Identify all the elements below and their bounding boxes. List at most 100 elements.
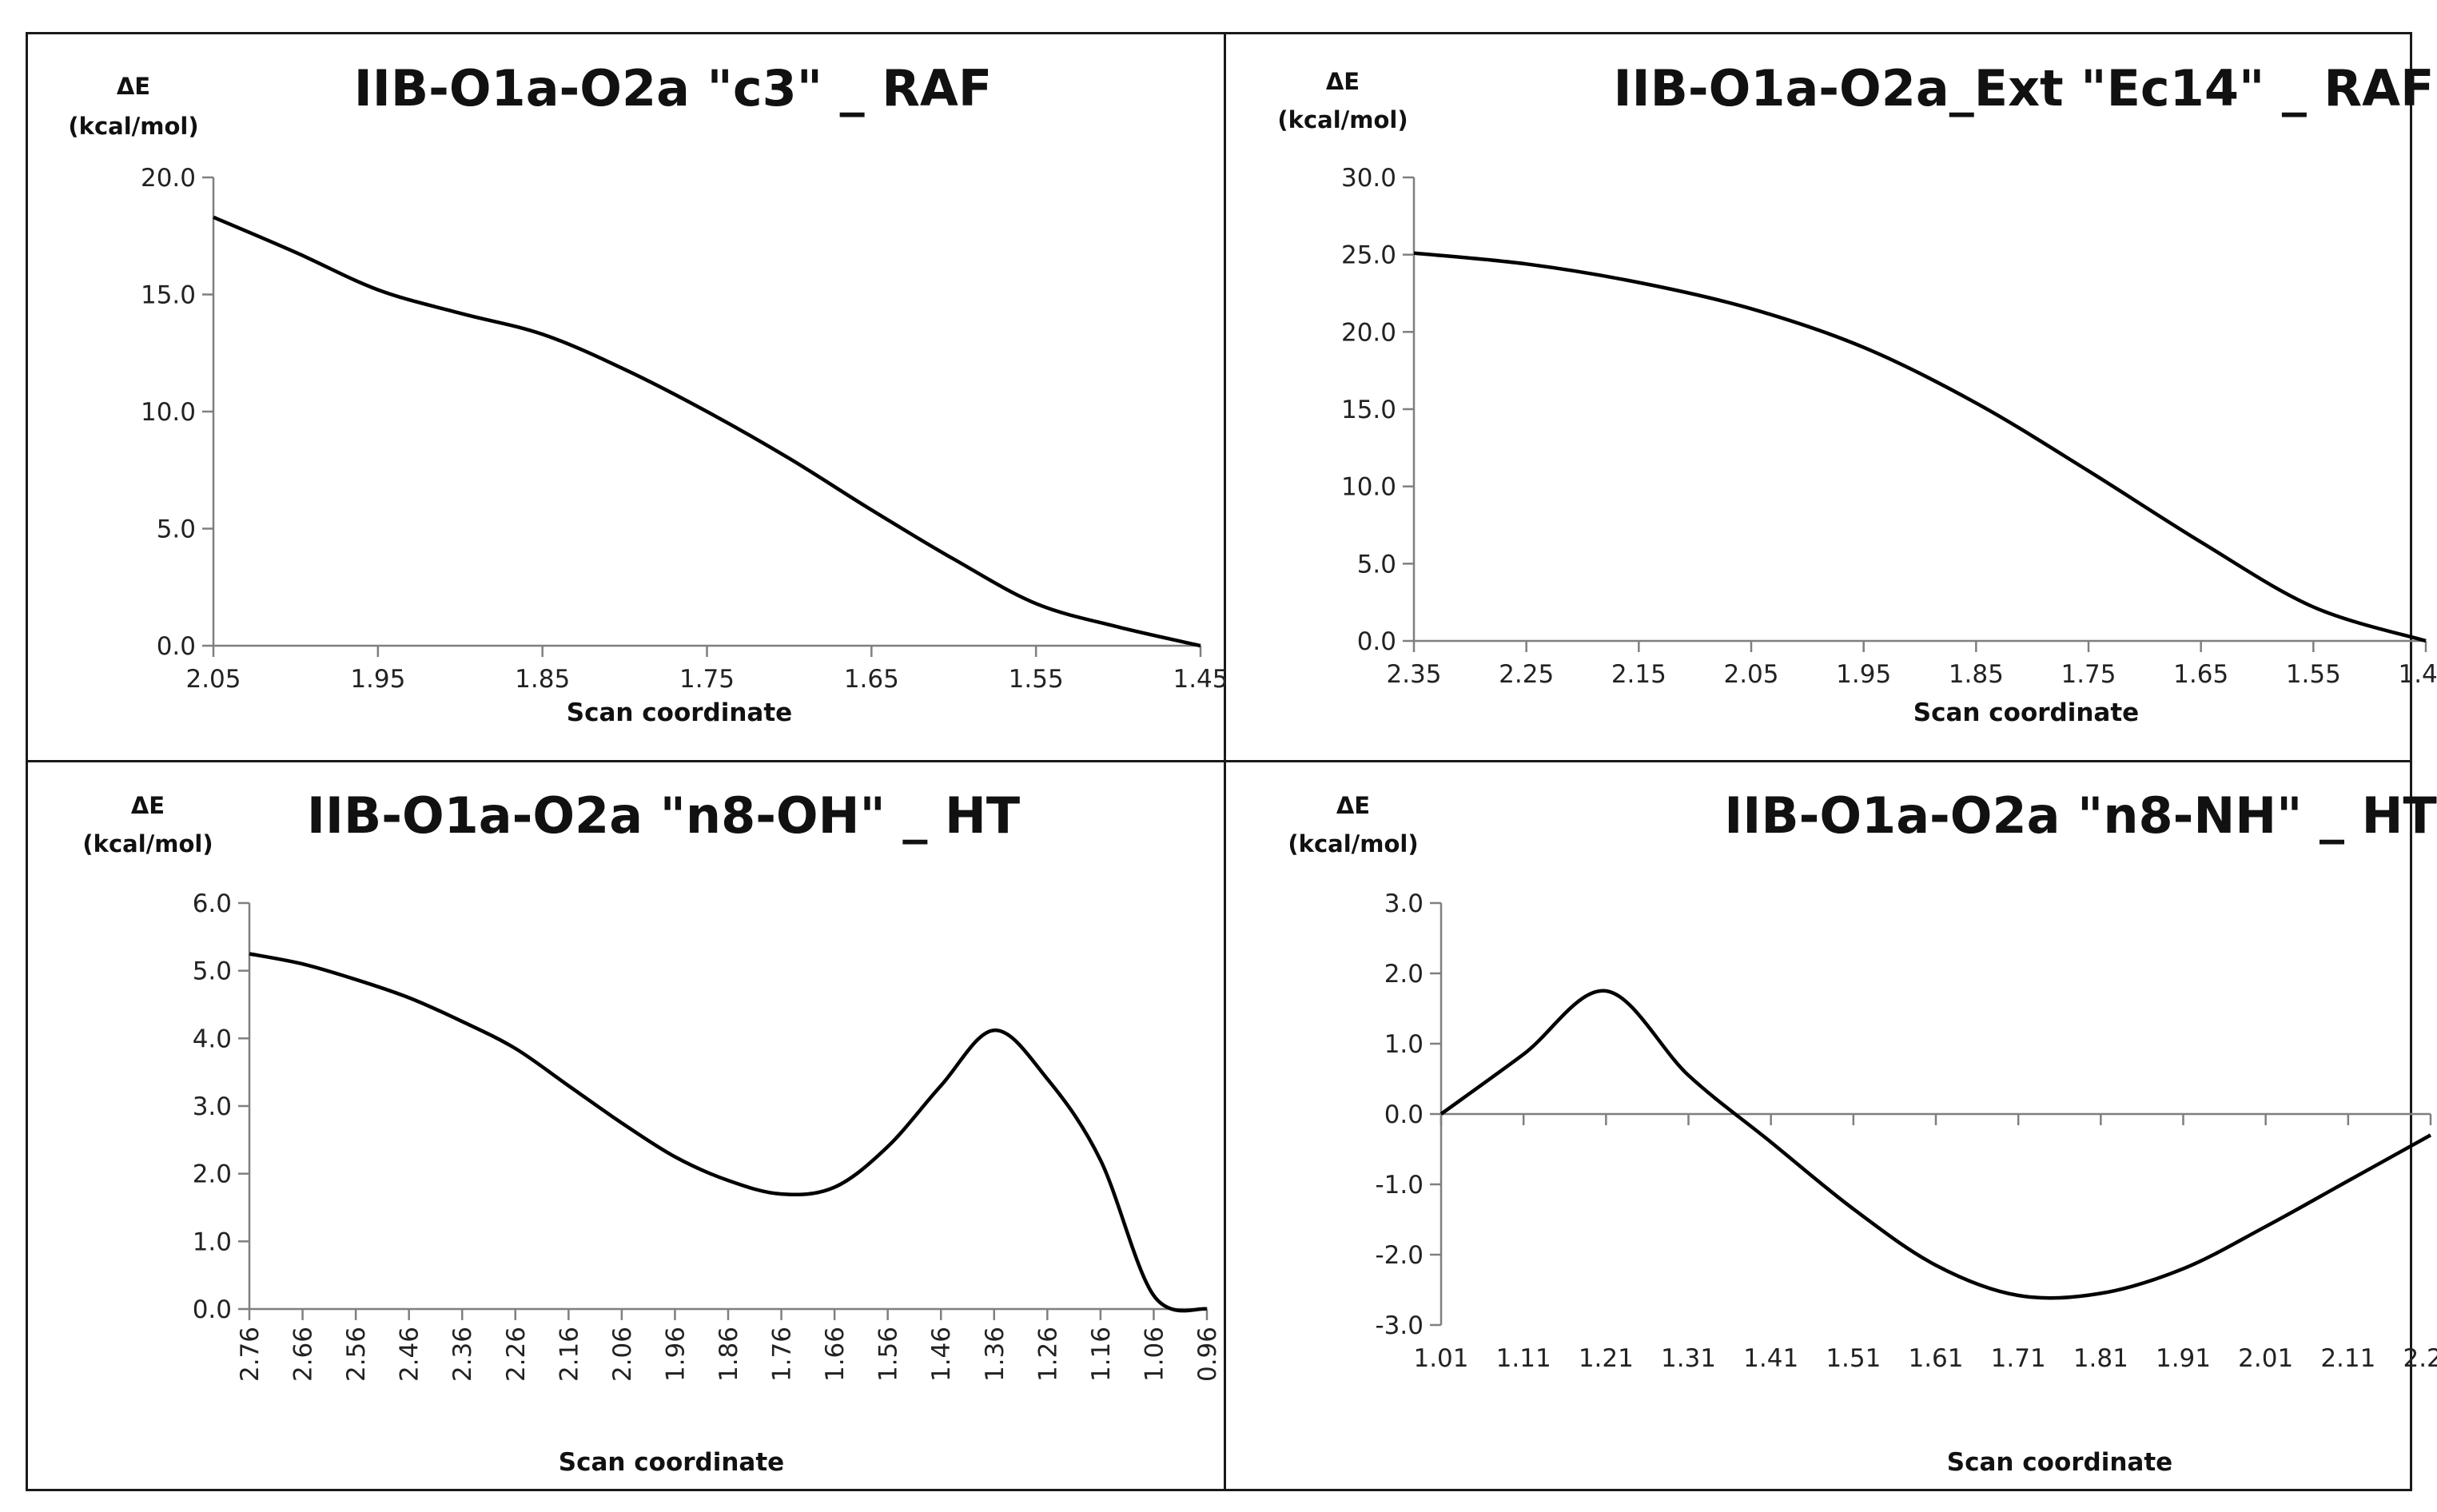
- y-axis-unit: (kcal/mol): [1288, 830, 1418, 857]
- x-tick-label: 2.15: [1611, 660, 1666, 689]
- x-tick-label: 2.56: [342, 1327, 371, 1382]
- chart-title: IIB-O1a-O2a "c3" _ RAF: [354, 59, 993, 117]
- chart-title: IIB-O1a-O2a "n8-NH" _ HT: [1724, 786, 2437, 845]
- x-tick-label: 0.96: [1193, 1327, 1222, 1382]
- y-tick-label: 6.0: [193, 889, 232, 918]
- chart-panel-n8-nh: IIB-O1a-O2a "n8-NH" _ HT ΔE (kcal/mol) Scan…: [1288, 786, 2437, 1477]
- y-tick-label: 0.0: [193, 1295, 232, 1324]
- x-axis-label: Scan coordinate: [559, 1448, 784, 1477]
- x-tick-label: 1.11: [1496, 1344, 1551, 1373]
- x-tick-label: 2.21: [2403, 1344, 2437, 1373]
- x-tick-label: 2.76: [236, 1327, 265, 1382]
- x-tick-label: 1.81: [2073, 1344, 2128, 1373]
- x-tick-label: 1.95: [350, 665, 405, 694]
- y-tick-label: -3.0: [1376, 1311, 1424, 1340]
- x-tick-label: 1.31: [1661, 1344, 1716, 1373]
- y-tick-label: 5.0: [1357, 550, 1396, 579]
- x-tick-label: 1.96: [661, 1327, 690, 1382]
- x-tick-label: 1.45: [2398, 660, 2437, 689]
- x-tick-label: 1.61: [1908, 1344, 1963, 1373]
- x-tick-label: 2.35: [1386, 660, 1441, 689]
- data-line: [213, 215, 1201, 648]
- x-tick-label: 1.46: [927, 1327, 956, 1382]
- x-tick-label: 1.75: [679, 665, 735, 694]
- x-tick-label: 1.36: [981, 1327, 1009, 1382]
- y-tick-label: 25.0: [1341, 241, 1396, 270]
- y-tick-label: 15.0: [1341, 396, 1396, 424]
- x-tick-label: 1.21: [1579, 1344, 1634, 1373]
- data-line: [1413, 251, 2427, 643]
- x-tick-label: 1.16: [1087, 1327, 1116, 1382]
- y-tick-label: 2.0: [193, 1160, 232, 1189]
- x-tick-label: 2.25: [1499, 660, 1554, 689]
- x-tick-label: 2.01: [2238, 1344, 2293, 1373]
- y-tick-label: 0.0: [1357, 627, 1396, 656]
- x-tick-label: 1.85: [515, 665, 570, 694]
- x-tick-label: 1.66: [821, 1327, 850, 1382]
- y-tick-label: 10.0: [141, 398, 196, 427]
- x-tick-label: 2.05: [1723, 660, 1778, 689]
- x-tick-label: 1.71: [1991, 1344, 2046, 1373]
- panel-divider-horizontal: [26, 760, 2412, 762]
- y-tick-label: 20.0: [141, 164, 196, 193]
- x-tick-label: 1.55: [2286, 660, 2341, 689]
- x-tick-label: 1.91: [2156, 1344, 2211, 1373]
- x-tick-label: 2.46: [396, 1327, 424, 1382]
- x-tick-label: 1.85: [1949, 660, 2004, 689]
- y-tick-label: 5.0: [157, 515, 196, 544]
- y-tick-label: 20.0: [1341, 318, 1396, 347]
- y-tick-label: 3.0: [193, 1092, 232, 1121]
- y-tick-label: 5.0: [193, 957, 232, 986]
- x-tick-label: 1.65: [2173, 660, 2228, 689]
- x-tick-label: 2.16: [555, 1327, 583, 1382]
- chart-panel-ec14: IIB-O1a-O2a_Ext "Ec14" _ RAF ΔE (kcal/mol)…: [1277, 59, 2437, 727]
- y-axis-unit: (kcal/mol): [82, 830, 213, 857]
- y-axis-label: ΔE: [1336, 792, 1370, 819]
- x-tick-label: 1.86: [715, 1327, 743, 1382]
- x-tick-label: 1.55: [1009, 665, 1064, 694]
- x-tick-label: 1.01: [1413, 1344, 1468, 1373]
- y-tick-label: 10.0: [1341, 473, 1396, 502]
- x-tick-label: 2.66: [289, 1327, 318, 1382]
- x-tick-label: 1.06: [1140, 1327, 1169, 1382]
- y-tick-label: 30.0: [1341, 164, 1396, 193]
- x-axis-label: Scan coordinate: [1913, 698, 2139, 727]
- x-tick-label: 1.95: [1836, 660, 1891, 689]
- y-tick-label: 3.0: [1384, 889, 1424, 918]
- x-tick-label: 2.05: [185, 665, 241, 694]
- y-axis-unit: (kcal/mol): [68, 113, 198, 140]
- x-axis-label: Scan coordinate: [1947, 1448, 2172, 1477]
- x-tick-label: 1.51: [1826, 1344, 1881, 1373]
- data-line: [1440, 989, 2432, 1300]
- chart-panel-n8-oh: IIB-O1a-O2a "n8-OH" _ HT ΔE (kcal/mol) Scan…: [82, 786, 1222, 1477]
- y-tick-label: 0.0: [1384, 1100, 1424, 1129]
- y-tick-label: -1.0: [1376, 1171, 1424, 1200]
- x-tick-label: 2.36: [448, 1327, 477, 1382]
- x-tick-label: 1.75: [2061, 660, 2116, 689]
- y-axis-label: ΔE: [131, 792, 165, 819]
- x-tick-label: 1.26: [1033, 1327, 1062, 1382]
- chart-title: IIB-O1a-O2a_Ext "Ec14" _ RAF: [1613, 59, 2434, 117]
- y-tick-label: 4.0: [193, 1025, 232, 1053]
- chart-title: IIB-O1a-O2a "n8-OH" _ HT: [307, 786, 1020, 845]
- y-tick-label: 1.0: [1384, 1030, 1424, 1059]
- x-tick-label: 1.65: [844, 665, 899, 694]
- y-axis-label: ΔE: [1326, 68, 1360, 95]
- y-tick-label: 0.0: [157, 632, 196, 661]
- x-tick-label: 2.26: [502, 1327, 531, 1382]
- x-tick-label: 1.41: [1743, 1344, 1798, 1373]
- x-tick-label: 1.45: [1173, 665, 1228, 694]
- x-tick-label: 1.76: [768, 1327, 797, 1382]
- chart-panel-c3: IIB-O1a-O2a "c3" _ RAF ΔE (kcal/mol) Scan c…: [68, 59, 1228, 727]
- x-axis-label: Scan coordinate: [567, 698, 792, 727]
- y-axis-label: ΔE: [117, 73, 150, 100]
- y-axis-unit: (kcal/mol): [1277, 106, 1408, 133]
- y-tick-label: -2.0: [1376, 1241, 1424, 1270]
- x-tick-label: 1.56: [874, 1327, 903, 1382]
- x-tick-label: 2.11: [2320, 1344, 2375, 1373]
- y-tick-label: 1.0: [193, 1228, 232, 1256]
- y-tick-label: 15.0: [141, 281, 196, 310]
- y-tick-label: 2.0: [1384, 960, 1424, 989]
- data-line: [249, 952, 1208, 1313]
- x-tick-label: 2.06: [608, 1327, 637, 1382]
